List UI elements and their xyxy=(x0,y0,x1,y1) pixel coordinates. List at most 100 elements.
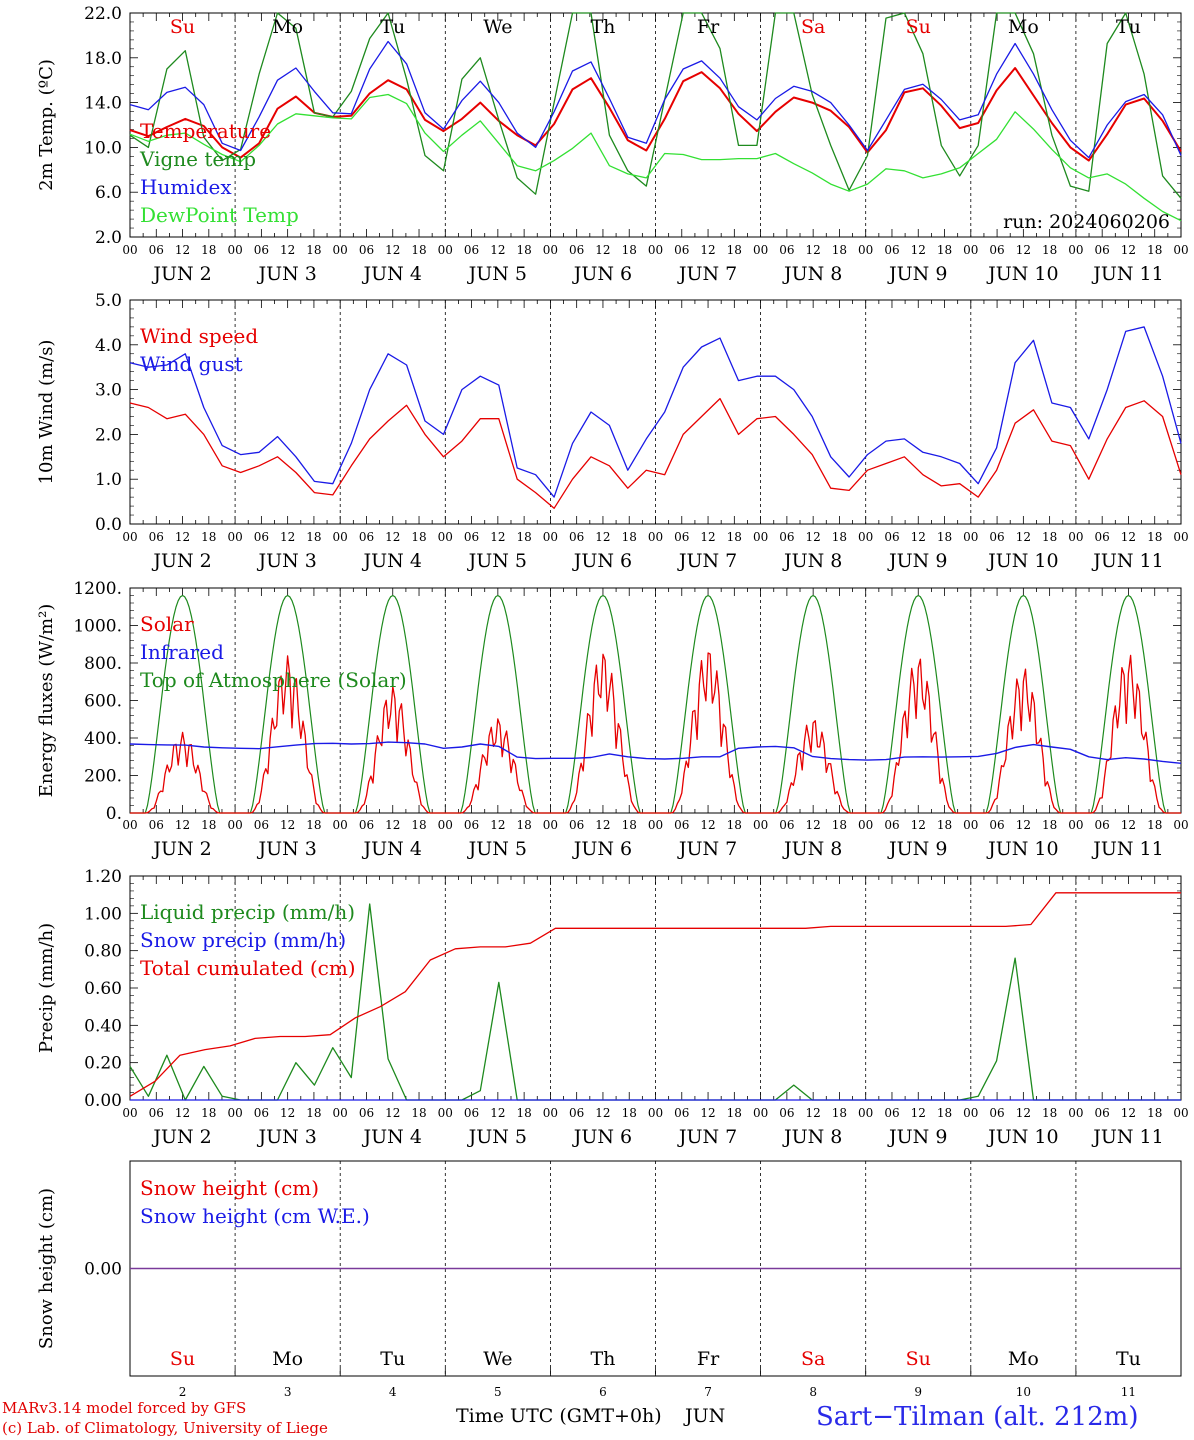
series-line-3 xyxy=(129,892,1181,1097)
x-hour-label: 12 xyxy=(385,1106,400,1120)
legend-entry: DewPoint Temp xyxy=(140,203,299,227)
y-tick-label: 0.00 xyxy=(84,1260,122,1280)
x-hour-label: 00 xyxy=(333,530,348,544)
x-hour-label: 00 xyxy=(227,1106,242,1120)
x-hour-label: 18 xyxy=(1042,243,1057,257)
x-hour-label: 12 xyxy=(806,530,821,544)
day-number-label: 2 xyxy=(179,1385,187,1399)
weekday-label: Tu xyxy=(1116,16,1141,38)
x-hour-label: 12 xyxy=(490,243,505,257)
x-hour-label: 00 xyxy=(1173,1106,1188,1120)
legend: Solar Infrared Top of Atmosphere (Solar) xyxy=(140,612,407,692)
x-day-label: JUN 9 xyxy=(887,1126,947,1148)
x-day-label: JUN 4 xyxy=(362,550,422,572)
series-group xyxy=(129,594,1182,814)
x-hour-label: 18 xyxy=(1042,1106,1057,1120)
x-day-label: JUN 3 xyxy=(256,550,316,572)
x-day-label: JUN 2 xyxy=(151,263,211,285)
x-hour-label: 06 xyxy=(569,243,584,257)
x-hour-label: 06 xyxy=(989,1106,1004,1120)
x-hour-label: 12 xyxy=(280,530,295,544)
x-hour-label: 06 xyxy=(359,818,374,832)
x-hour-label: 18 xyxy=(727,1106,742,1120)
y-tick-label: 1.0 xyxy=(95,470,122,490)
x-hour-label: 00 xyxy=(122,243,137,257)
x-day-label: JUN 8 xyxy=(782,838,842,860)
day-number-label: 9 xyxy=(914,1385,922,1399)
x-hour-label: 12 xyxy=(1016,530,1031,544)
x-hour-label: 00 xyxy=(227,243,242,257)
weekday-label: Sa xyxy=(801,1348,825,1370)
series-group xyxy=(129,326,1182,509)
y-tick-label: 0.20 xyxy=(84,1054,122,1074)
y-tick-label: 22.0 xyxy=(84,4,122,24)
x-day-label: JUN 8 xyxy=(782,550,842,572)
x-hour-label: 00 xyxy=(543,530,558,544)
series-line-1 xyxy=(129,397,1182,509)
x-hour-label: 06 xyxy=(1095,1106,1110,1120)
x-day-label: JUN 6 xyxy=(572,838,632,860)
x-day-label: JUN 9 xyxy=(887,550,947,572)
y-tick-label: 1200. xyxy=(73,579,122,599)
weekday-label: Tu xyxy=(380,16,405,38)
y-tick-label: 0.60 xyxy=(84,979,122,999)
x-hour-label: 18 xyxy=(411,1106,426,1120)
x-day-label: JUN 3 xyxy=(256,1126,316,1148)
x-hour-label: 06 xyxy=(464,530,479,544)
x-hour-label: 12 xyxy=(175,818,190,832)
weekday-label: Mo xyxy=(1008,16,1039,38)
y-tick-label: 2.0 xyxy=(95,425,122,445)
y-tick-label: 0. xyxy=(106,804,122,824)
x-hour-label: 00 xyxy=(1173,243,1188,257)
x-hour-label: 00 xyxy=(1068,818,1083,832)
x-day-label: JUN 5 xyxy=(467,838,527,860)
x-day-label: JUN 11 xyxy=(1091,263,1163,285)
x-day-label: JUN 2 xyxy=(151,550,211,572)
x-hour-label: 18 xyxy=(306,243,321,257)
legend-entry: Snow height (cm) xyxy=(140,1176,319,1200)
x-hour-label: 06 xyxy=(359,243,374,257)
x-hour-label: 18 xyxy=(622,243,637,257)
x-hour-label: 06 xyxy=(779,818,794,832)
x-day-label: JUN 11 xyxy=(1091,550,1163,572)
x-hour-label: 18 xyxy=(1147,1106,1162,1120)
x-hour-label: 06 xyxy=(1095,818,1110,832)
y-tick-label: 2.0 xyxy=(95,228,122,248)
x-hour-label: 06 xyxy=(359,1106,374,1120)
x-hour-label: 00 xyxy=(1068,243,1083,257)
panel-1: 2.0 6.0 10.0 14.0 18.0 22.0 2m Temp. (ºC) 00 06 1… xyxy=(36,4,1189,285)
x-hour-label: 18 xyxy=(516,243,531,257)
x-hour-label: 00 xyxy=(333,1106,348,1120)
x-hour-label: 18 xyxy=(1042,818,1057,832)
x-hour-label: 18 xyxy=(201,530,216,544)
run-annotation: run: 2024060206 xyxy=(1003,211,1170,233)
y-tick-label: 4.0 xyxy=(95,336,122,356)
day-number-label: 7 xyxy=(704,1385,712,1399)
x-hour-label: 00 xyxy=(333,243,348,257)
y-axis: 0. 200. 400. 600. 800. 1000. 1200. xyxy=(73,579,1181,824)
x-hour-label: 00 xyxy=(543,243,558,257)
x-hour-label: 12 xyxy=(175,530,190,544)
x-hour-label: 12 xyxy=(911,818,926,832)
x-hour-label: 06 xyxy=(1095,530,1110,544)
x-hour-label: 00 xyxy=(753,243,768,257)
x-hour-label: 12 xyxy=(280,818,295,832)
y-tick-label: 1000. xyxy=(73,617,122,637)
x-day-label: JUN 9 xyxy=(887,263,947,285)
weekday-label: Tu xyxy=(380,1348,405,1370)
x-hour-label: 12 xyxy=(490,530,505,544)
x-hour-label: 00 xyxy=(648,1106,663,1120)
x-day-label: JUN 7 xyxy=(677,550,737,572)
weekday-label: Fr xyxy=(697,16,720,38)
lab-credit: (c) Lab. of Climatology, University of L… xyxy=(2,1419,328,1437)
y-axis: 0.0 1.0 2.0 3.0 4.0 5.0 xyxy=(95,291,1181,535)
x-hour-label: 18 xyxy=(516,1106,531,1120)
x-day-label: JUN 6 xyxy=(572,263,632,285)
x-hour-label: 00 xyxy=(333,818,348,832)
x-hour-label: 12 xyxy=(595,530,610,544)
y-tick-label: 10.0 xyxy=(84,138,122,158)
x-hour-label: 18 xyxy=(622,818,637,832)
x-hour-label: 06 xyxy=(1095,243,1110,257)
legend-entry: Total cumulated (cm) xyxy=(140,956,356,980)
panel-2: 0.0 1.0 2.0 3.0 4.0 5.0 10m Wind (m/s) 00 06 12 18… xyxy=(36,291,1189,572)
